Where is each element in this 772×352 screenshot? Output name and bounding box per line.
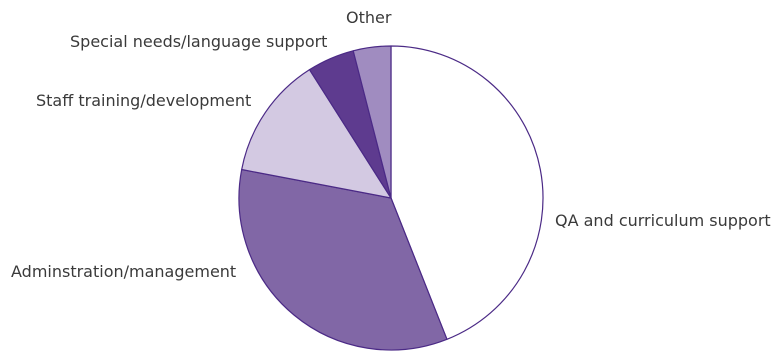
slice-label-other: Other [346, 8, 392, 27]
slice-label-staff-training-development: Staff training/development [36, 91, 251, 110]
pie-labels: QA and curriculum support Adminstration/… [11, 8, 771, 281]
slice-label-qa-curriculum-support: QA and curriculum support [555, 211, 771, 230]
pie-slice-staff-training-development [241, 69, 392, 199]
pie-slice-qa-and-curriculum-support [390, 45, 544, 340]
pie-slices [238, 45, 544, 351]
slice-label-special-needs-language-support: Special needs/language support [70, 32, 327, 51]
pie-slice-adminstration-management [238, 168, 448, 351]
pie-slice-other [352, 45, 392, 199]
slice-label-administration-management: Adminstration/management [11, 262, 236, 281]
